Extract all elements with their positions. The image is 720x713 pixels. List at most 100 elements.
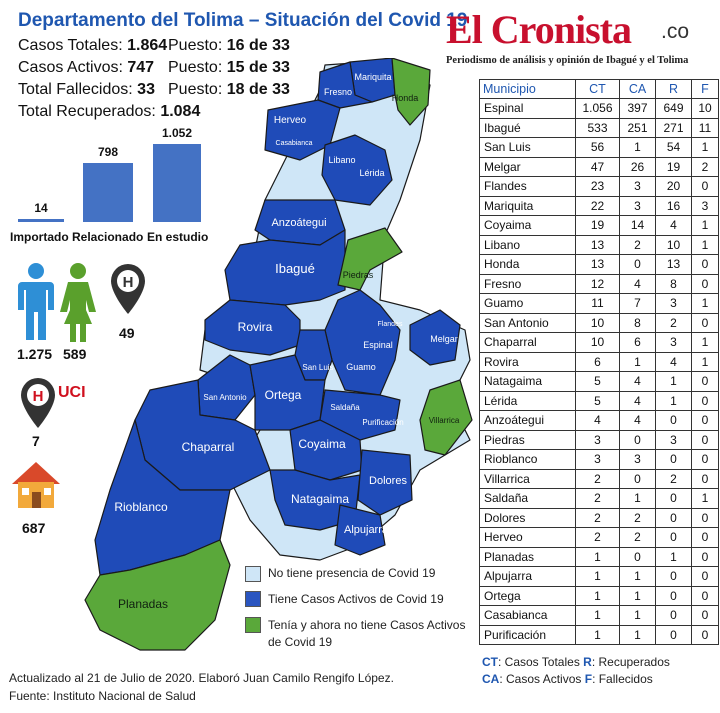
table-cell-value: 1.056: [575, 98, 620, 119]
stat-active-cases: Casos Activos: 747 Puesto: 15 de 33: [18, 59, 290, 76]
table-cell-value: 14: [619, 215, 656, 236]
table-row: Lérida 5 4 1 0: [479, 390, 719, 411]
table-cell-value: 2: [619, 507, 656, 528]
map-libano: [321, 134, 393, 206]
svg-text:H: H: [123, 274, 134, 291]
map-label-san-luis: San Luis: [302, 363, 333, 372]
table-cell-value: 0: [691, 527, 719, 548]
map-label-alpujarra: Alpujarra: [344, 524, 389, 536]
legend-active: Tiene Casos Activos de Covid 19: [268, 592, 444, 606]
table-cell-value: 10: [655, 234, 692, 255]
table-cell-municipio: Guamo: [479, 293, 576, 314]
table-header-3: R: [655, 79, 692, 99]
table-cell-municipio: Rioblanco: [479, 449, 576, 470]
table-cell-value: 3: [655, 429, 692, 450]
table-cell-value: 2: [655, 468, 692, 489]
map-label-salda-a: Saldaña: [330, 403, 360, 412]
table-cell-value: 4: [655, 351, 692, 372]
table-cell-value: 251: [619, 117, 656, 138]
table-cell-municipio: Planadas: [479, 546, 576, 567]
abbreviation-line-1: CT: Casos Totales R: Recuperados: [482, 655, 670, 669]
house-icon: [10, 460, 62, 515]
table-cell-value: 19: [655, 156, 692, 177]
table-cell-value: 0: [655, 585, 692, 606]
table-row: Honda 13 0 13 0: [479, 254, 719, 275]
table-row: Villarrica 2 0 2 0: [479, 468, 719, 489]
table-cell-value: 3: [575, 429, 620, 450]
map-label-san-antonio: San Antonio: [203, 393, 247, 402]
map-label-mariquita: Mariquita: [354, 72, 391, 82]
table-cell-value: 0: [691, 605, 719, 626]
table-row: Guamo 11 7 3 1: [479, 293, 719, 314]
table-cell-value: 12: [575, 273, 620, 294]
table-cell-value: 0: [691, 429, 719, 450]
table-row: Casabianca 1 1 0 0: [479, 605, 719, 626]
map-label-piedras: Piedras: [343, 270, 374, 280]
map-planadas: [84, 539, 231, 651]
map-label-natagaima: Natagaima: [291, 492, 349, 506]
map-label-purificaci-n: Purificación: [362, 418, 403, 427]
table-cell-value: 2: [619, 234, 656, 255]
table-cell-value: 22: [575, 195, 620, 216]
table-cell-value: 54: [655, 137, 692, 158]
table-row: Espinal 1.056 397 649 10: [479, 98, 719, 119]
table-cell-value: 0: [691, 371, 719, 392]
table-cell-value: 1: [619, 566, 656, 587]
women-count: 589: [63, 346, 87, 362]
table-cell-municipio: Anzoátegui: [479, 410, 576, 431]
table-row: Alpujarra 1 1 0 0: [479, 566, 719, 587]
table-cell-value: 1: [691, 488, 719, 509]
svg-text:H: H: [33, 388, 44, 405]
table-cell-value: 3: [619, 449, 656, 470]
map-villarrica: [419, 379, 473, 456]
table-cell-value: 2: [575, 488, 620, 509]
table-cell-municipio: Dolores: [479, 507, 576, 528]
table-cell-value: 0: [655, 449, 692, 470]
table-cell-value: 4: [619, 410, 656, 431]
table-cell-value: 0: [655, 605, 692, 626]
table-cell-value: 0: [691, 566, 719, 587]
table-cell-value: 1: [691, 215, 719, 236]
table-row: Rioblanco 3 3 0 0: [479, 449, 719, 470]
table-cell-value: 5: [575, 390, 620, 411]
table-row: Saldaña 2 1 0 1: [479, 488, 719, 509]
table-cell-value: 3: [655, 332, 692, 353]
map-label-guamo: Guamo: [346, 362, 376, 372]
table-cell-value: 649: [655, 98, 692, 119]
table-row: Ibagué 533 251 271 11: [479, 117, 719, 138]
table-cell-value: 3: [575, 449, 620, 470]
table-cell-value: 0: [691, 585, 719, 606]
table-cell-municipio: Coyaima: [479, 215, 576, 236]
table-cell-value: 47: [575, 156, 620, 177]
table-cell-value: 10: [575, 332, 620, 353]
table-row: San Antonio 10 8 2 0: [479, 312, 719, 333]
table-cell-value: 0: [655, 488, 692, 509]
table-cell-value: 0: [691, 546, 719, 567]
legend-swatch-recovered: [245, 617, 261, 633]
male-person-icon: [16, 262, 56, 347]
table-cell-value: 5: [575, 371, 620, 392]
municipality-table: Municipio CT CA R F Espinal 1.056 397 649 10 Ibag…: [479, 79, 719, 645]
bar-category-label: En estudio: [147, 230, 209, 244]
map-label-ortega: Ortega: [265, 388, 302, 402]
table-cell-value: 19: [575, 215, 620, 236]
table-cell-value: 3: [619, 176, 656, 197]
table-header-2: CA: [619, 79, 656, 99]
table-cell-value: 7: [619, 293, 656, 314]
table-row: Herveo 2 2 0 0: [479, 527, 719, 548]
table-cell-value: 0: [691, 176, 719, 197]
legend-none: No tiene presencia de Covid 19: [268, 566, 436, 580]
table-cell-value: 397: [619, 98, 656, 119]
table-cell-value: 3: [691, 195, 719, 216]
table-cell-municipio: Chaparral: [479, 332, 576, 353]
table-header-4: F: [691, 79, 719, 99]
table-row: Fresno 12 4 8 0: [479, 273, 719, 294]
map-label-flandes: Flandes: [378, 321, 403, 328]
table-cell-value: 0: [691, 273, 719, 294]
table-cell-value: 1: [691, 293, 719, 314]
page-title: Departamento del Tolima – Situación del …: [18, 10, 468, 31]
table-row: Planadas 1 0 1 0: [479, 546, 719, 567]
table-cell-value: 0: [655, 527, 692, 548]
table-cell-value: 20: [655, 176, 692, 197]
table-cell-value: 1: [619, 351, 656, 372]
